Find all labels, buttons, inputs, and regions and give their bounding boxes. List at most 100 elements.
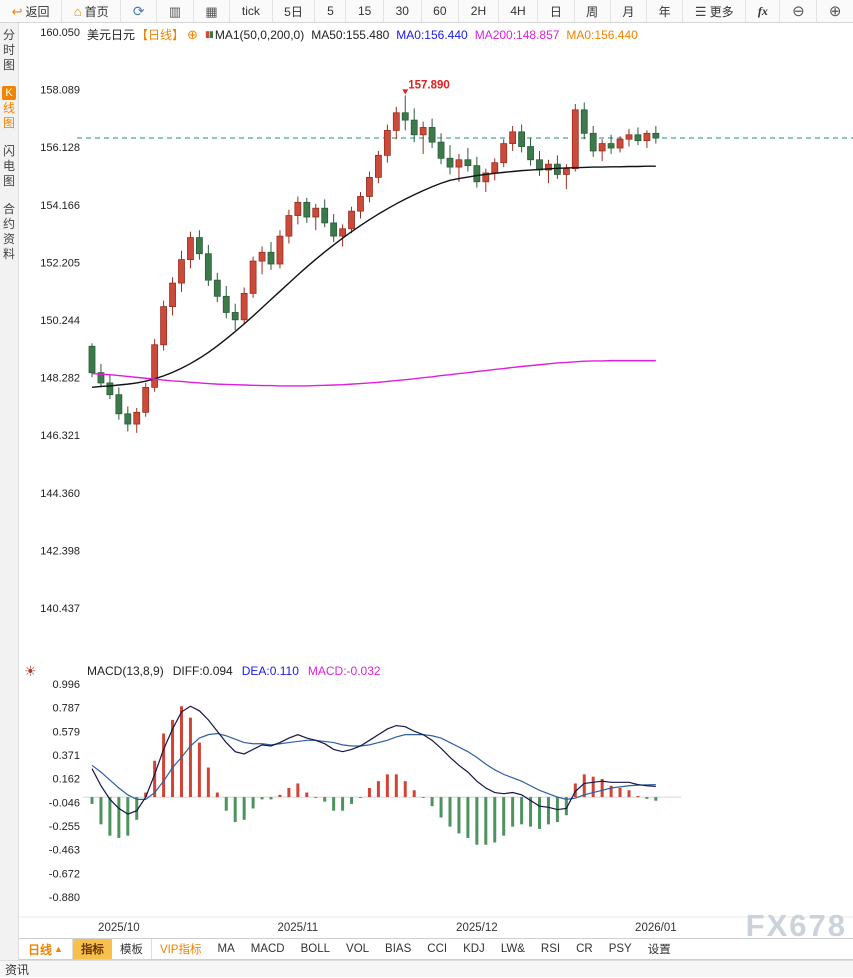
price-axis-label: 148.282 xyxy=(40,373,80,385)
timeframe-weekly-label: 周 xyxy=(586,4,599,19)
back-icon: ↩ xyxy=(11,3,23,19)
ma50-value: MA50:155.480 xyxy=(311,27,390,42)
price-axis-label: 150.244 xyxy=(40,315,80,327)
macd-axis-label: 0.787 xyxy=(52,703,80,715)
candlestick-button[interactable]: ▦ xyxy=(194,0,231,22)
price-axis-label: 156.128 xyxy=(40,142,80,154)
macd-axis-label: 0.371 xyxy=(52,750,80,762)
tab-bias[interactable]: BIAS xyxy=(385,943,412,955)
bar-chart-button[interactable]: ▥ xyxy=(157,0,194,22)
sidebar-item-lightning[interactable]: 闪电图 xyxy=(2,144,17,189)
more-button[interactable]: ☰ 更多 xyxy=(683,0,747,22)
timeframe-5min[interactable]: 5 xyxy=(315,0,347,22)
price-axis-label: 154.166 xyxy=(40,200,80,212)
sidebar-item-lightning-label: 闪电图 xyxy=(2,144,15,188)
bar-chart-icon: ▥ xyxy=(168,3,182,19)
macd-value: MACD:-0.032 xyxy=(307,664,381,678)
bottom-news-strip: 资讯 xyxy=(0,960,853,977)
menu-icon: ☰ xyxy=(694,3,707,19)
timeframe-weekly[interactable]: 周 xyxy=(575,0,611,22)
sidebar-item-time-chart-label: 分时图 xyxy=(2,28,15,72)
symbol-name: 美元日元 xyxy=(87,28,136,42)
zoom-in-button[interactable]: ⊕ xyxy=(817,0,853,22)
timeframe-4h-label: 4H xyxy=(510,4,526,18)
price-axis-label: 144.360 xyxy=(40,488,80,500)
timeframe-15min-label: 15 xyxy=(357,4,372,18)
ma-group-label: MA1(50,0,200,0) xyxy=(214,27,305,42)
candlestick-icon: ▦ xyxy=(205,3,218,19)
refresh-button[interactable]: ⟳ xyxy=(121,0,158,22)
tab-template[interactable]: 模板 xyxy=(119,944,143,956)
chevron-up-icon: ▲ xyxy=(54,944,63,954)
top-toolbar: ↩ 返回 ⌂ 首页 ⟳ ▥ ▦ tick 5日 5 15 30 60 2H 4H 日周月年 ☰ 更多 fx ⊖ ⊕ xyxy=(0,0,853,23)
tab-boll[interactable]: BOLL xyxy=(300,943,331,955)
ma50-line xyxy=(91,165,656,389)
tab-cci[interactable]: CCI xyxy=(427,943,448,955)
price-axis-label: 142.398 xyxy=(40,545,80,557)
date-axis-label: 2025/10 xyxy=(98,922,140,934)
ma200-line xyxy=(91,359,656,387)
timeframe-5day-label: 5日 xyxy=(284,4,303,19)
timeframe-4h[interactable]: 4H xyxy=(499,0,539,22)
tab-settings[interactable]: 设置 xyxy=(647,944,671,956)
macd-axis-label: -0.046 xyxy=(49,797,80,809)
tab-kdj[interactable]: KDJ xyxy=(463,943,485,955)
main-chart-header: 美元日元 【日线】 ⊕ ▮▮ MA1(50,0,200,0) MA50:155.… xyxy=(87,26,638,43)
price-axis-label: 160.050 xyxy=(40,27,80,39)
macd-settings-icon[interactable]: ☀ xyxy=(24,663,37,679)
date-axis-label: 2026/01 xyxy=(635,922,677,934)
peak-price-label: 157.890 xyxy=(408,79,450,91)
timeframe-tick-label: tick xyxy=(241,4,260,18)
home-button[interactable]: ⌂ 首页 xyxy=(62,0,122,22)
macd-header: MACD(13,8,9) DIFF:0.094 DEA:0.110 MACD:-… xyxy=(87,664,381,678)
macd-diff-line xyxy=(91,705,656,815)
peak-marker-icon xyxy=(402,89,409,95)
macd-axis-label: -0.880 xyxy=(49,892,80,904)
timeframe-30min[interactable]: 30 xyxy=(384,0,422,22)
sidebar-item-kline[interactable]: K 线图 xyxy=(2,86,17,131)
sidebar-item-time-chart[interactable]: 分时图 xyxy=(2,28,17,73)
timeframe-tick[interactable]: tick xyxy=(230,0,273,22)
timeframe-daily-label: 日 xyxy=(549,4,562,19)
sidebar-item-kline-badge: K xyxy=(2,86,16,100)
tab-vol[interactable]: VOL xyxy=(346,943,370,955)
period-badge: 【日线】 xyxy=(136,28,185,42)
timeframe-60min[interactable]: 60 xyxy=(422,0,460,22)
tab-indicator[interactable]: 指标 xyxy=(72,939,112,959)
macd-histogram xyxy=(90,706,658,845)
tab-cr[interactable]: CR xyxy=(576,943,593,955)
macd-axis-label: 0.996 xyxy=(52,679,80,691)
timeframe-30min-label: 30 xyxy=(395,4,409,18)
date-axis-label: 2025/12 xyxy=(456,922,498,934)
timeframe-15min[interactable]: 15 xyxy=(346,0,384,22)
timeframe-yearly-label: 年 xyxy=(658,4,671,19)
tab-vip-indicator[interactable]: VIP指标 xyxy=(150,939,210,959)
timeframe-5day[interactable]: 5日 xyxy=(273,0,316,22)
timeframe-monthly[interactable]: 月 xyxy=(611,0,648,22)
ma0-value-blue: MA0:156.440 xyxy=(396,27,468,42)
fx-button[interactable]: fx xyxy=(746,0,781,22)
timeframe-2h-label: 2H xyxy=(470,4,487,18)
news-tab[interactable]: 资讯 xyxy=(5,962,30,977)
timeframe-2h[interactable]: 2H xyxy=(459,0,499,22)
timeframe-60min-label: 60 xyxy=(433,4,447,18)
back-button[interactable]: ↩ 返回 xyxy=(0,0,63,22)
tab-rsi[interactable]: RSI xyxy=(540,943,561,955)
back-button-label: 返回 xyxy=(25,4,50,19)
zoom-out-button[interactable]: ⊖ xyxy=(780,0,818,22)
macd-title: MACD(13,8,9) xyxy=(87,664,164,678)
period-selector[interactable]: 日线 ▲ xyxy=(19,939,73,959)
macd-diff-value: DIFF:0.094 xyxy=(172,664,233,678)
timeframe-daily[interactable]: 日 xyxy=(538,0,575,22)
tab-lw[interactable]: LW& xyxy=(500,943,525,955)
tab-macd[interactable]: MACD xyxy=(250,943,285,955)
add-indicator-icon[interactable]: ⊕ xyxy=(187,26,198,42)
price-axis-label: 152.205 xyxy=(40,257,80,269)
home-icon: ⌂ xyxy=(73,3,82,19)
more-button-label: 更多 xyxy=(709,4,734,19)
tab-ma[interactable]: MA xyxy=(217,943,235,955)
sidebar-item-contract-info[interactable]: 合约资料 xyxy=(2,202,17,262)
timeframe-yearly[interactable]: 年 xyxy=(647,0,684,22)
tab-psy[interactable]: PSY xyxy=(608,943,632,955)
refresh-icon: ⟳ xyxy=(132,3,145,19)
